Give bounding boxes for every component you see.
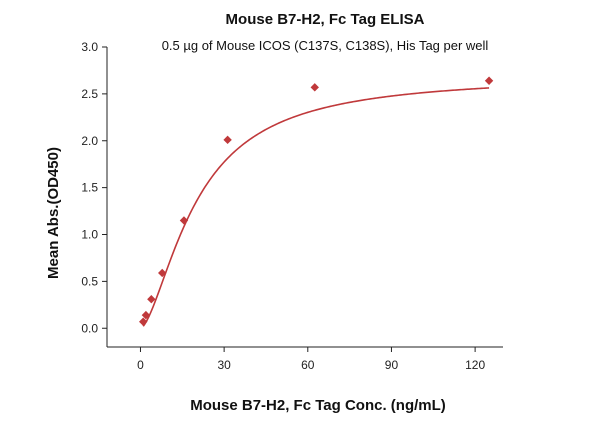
y-tick-label: 2.5 xyxy=(81,87,98,101)
data-point xyxy=(138,317,148,326)
axes: 0.0 0.5 1.0 1.5 2.0 2.5 3.0 0 30 60 90 120 xyxy=(81,40,503,372)
x-tick-label: 0 xyxy=(137,358,144,372)
fit-curve-layer xyxy=(142,87,490,327)
y-axis-title: Mean Abs.(OD450) xyxy=(45,147,62,279)
x-tick-label: 30 xyxy=(217,358,231,372)
y-tick-label: 1.0 xyxy=(81,228,98,242)
data-point xyxy=(310,83,319,92)
chart-subtitle: 0.5 µg of Mouse ICOS (C137S, C138S), His… xyxy=(162,38,489,53)
chart-title: Mouse B7-H2, Fc Tag ELISA xyxy=(226,11,425,28)
x-axis-title: Mouse B7-H2, Fc Tag Conc. (ng/mL) xyxy=(190,397,446,414)
data-point xyxy=(141,310,151,320)
y-tick-label: 1.5 xyxy=(81,181,98,195)
data-points xyxy=(138,76,494,326)
y-tick-label: 0.5 xyxy=(81,274,98,288)
data-point xyxy=(158,268,167,278)
x-tick-label: 90 xyxy=(385,358,399,372)
data-point xyxy=(223,135,232,145)
y-tick-label: 0.0 xyxy=(81,321,98,335)
fit-curve xyxy=(142,87,490,327)
data-point xyxy=(179,216,189,225)
data-point xyxy=(147,294,156,304)
x-tick-label: 60 xyxy=(301,358,315,372)
data-point xyxy=(484,76,494,85)
x-tick-label: 120 xyxy=(465,358,485,372)
y-tick-label: 3.0 xyxy=(81,40,98,54)
y-tick-label: 2.0 xyxy=(81,134,98,148)
